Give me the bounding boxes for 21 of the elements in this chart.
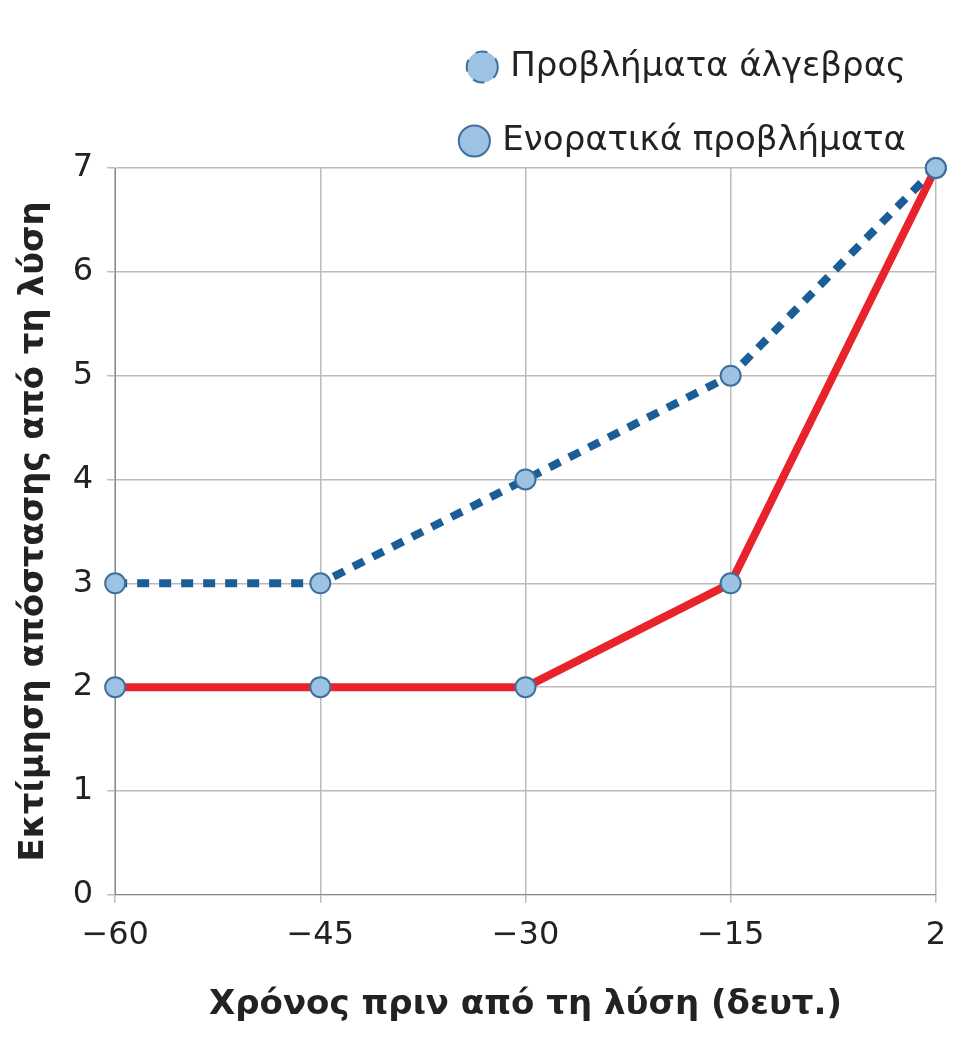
legend-label: Προβλήματα άλγεβρας (510, 43, 906, 84)
y-tick-label: 1 (72, 769, 94, 808)
y-tick-label: 4 (72, 457, 94, 496)
x-tick-label: −15 (696, 914, 765, 953)
legend-label: Ενορατικά προβλήματα (502, 117, 907, 158)
y-axis-title: Εκτίμηση απόστασης από τη λύση (11, 201, 52, 862)
x-tick-label: −45 (286, 914, 355, 953)
x-tick-label: −30 (491, 914, 560, 953)
x-tick-label: −60 (81, 914, 149, 953)
x-axis-title: Χρόνος πριν από τη λύση (δευτ.) (208, 982, 843, 1023)
y-tick-label: 2 (72, 665, 94, 704)
point (719, 364, 742, 387)
y-tick-label: 6 (72, 250, 94, 289)
point (309, 572, 332, 595)
x-tick-label: 2 (925, 914, 946, 953)
y-tick-label: 7 (72, 146, 94, 185)
y-tick-label: 3 (72, 561, 94, 600)
y-tick-label: 0 (72, 873, 94, 912)
point (104, 572, 127, 595)
y-tick-label: 5 (72, 353, 94, 392)
point (514, 468, 537, 491)
